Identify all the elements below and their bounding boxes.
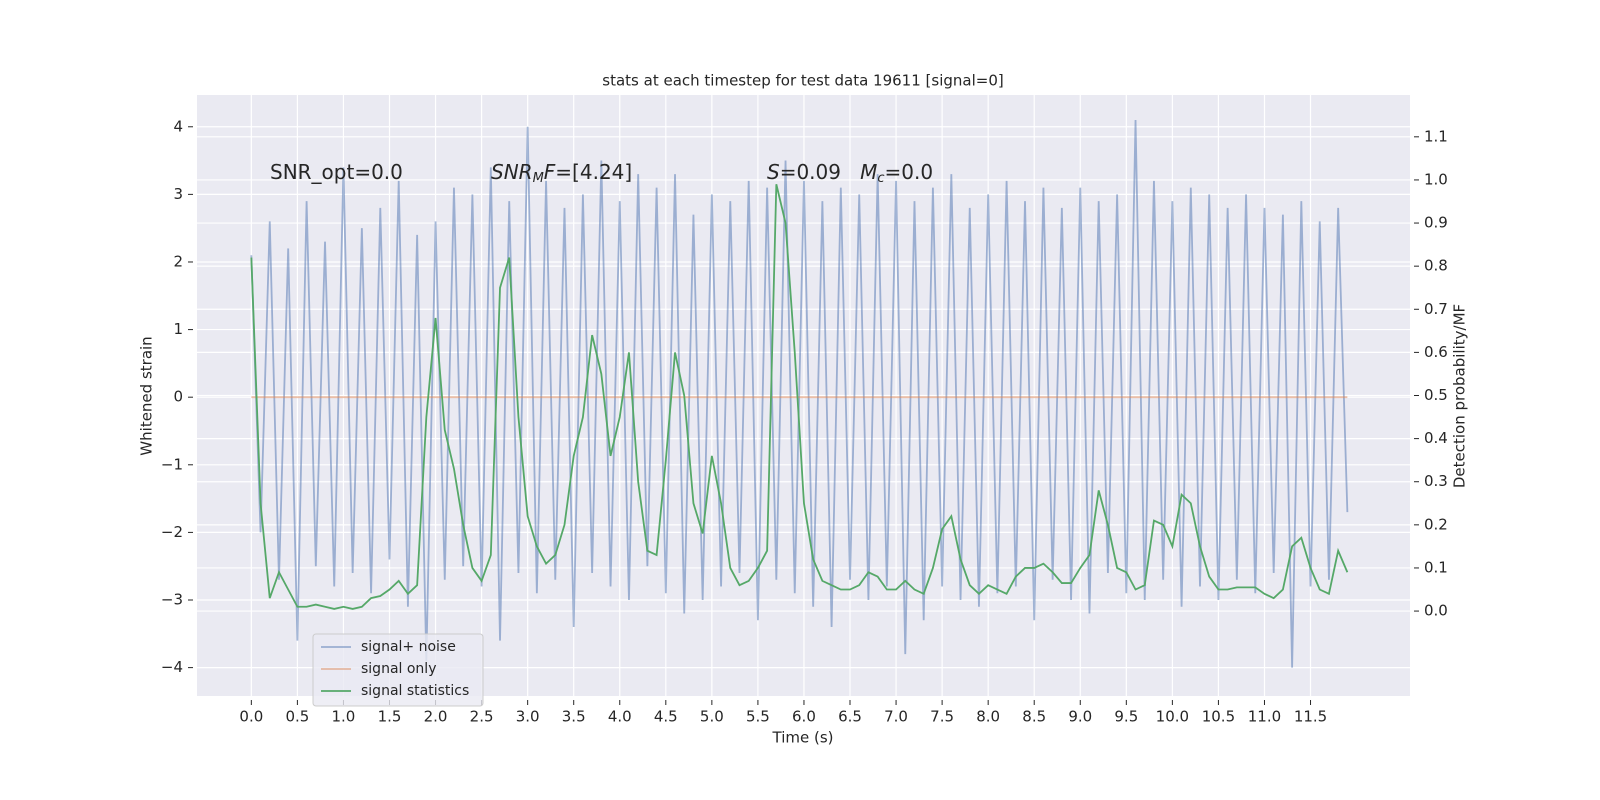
y-tick-label: −2 — [161, 523, 183, 541]
y2-tick-label: 0.1 — [1424, 558, 1448, 576]
annotation: SNR_opt=0.0 — [270, 160, 403, 184]
x-tick-label: 8.0 — [976, 708, 1000, 726]
x-tick-label: 6.0 — [792, 708, 816, 726]
annotation: S=0.09 Mc=0.0 — [767, 160, 933, 186]
x-tick-label: 11.5 — [1294, 708, 1327, 726]
chart-title: stats at each timestep for test data 196… — [602, 72, 1003, 90]
legend-box — [312, 633, 484, 707]
y-tick-label: 0 — [173, 388, 183, 406]
y2-tick-label: 1.1 — [1424, 127, 1448, 145]
x-tick-label: 11.0 — [1248, 708, 1281, 726]
legend-label: signal statistics — [361, 683, 469, 699]
legend-label: signal+ noise — [361, 639, 456, 655]
legend-label: signal only — [361, 661, 436, 677]
y2-tick-label: 0.4 — [1424, 429, 1448, 447]
x-tick-label: 3.5 — [562, 708, 586, 726]
x-tick-label: 1.0 — [332, 708, 356, 726]
y2-tick-label: 0.0 — [1424, 602, 1448, 620]
x-tick-label: 3.0 — [516, 708, 540, 726]
x-tick-label: 9.5 — [1114, 708, 1138, 726]
y2-tick-label: 0.2 — [1424, 515, 1448, 533]
y2-tick-label: 0.7 — [1424, 300, 1448, 318]
x-tick-label: 5.5 — [746, 708, 770, 726]
y-tick-label: −3 — [161, 591, 183, 609]
annotation-part: =0.0 — [885, 160, 934, 184]
x-tick-label: 0.0 — [239, 708, 263, 726]
x-tick-label: 7.0 — [884, 708, 908, 726]
y2-tick-label: 0.6 — [1424, 343, 1448, 361]
x-tick-label: 4.5 — [654, 708, 678, 726]
series-line — [250, 119, 1349, 668]
y-tick-label: −1 — [161, 455, 183, 473]
y-axis-label: Whitened strain — [138, 336, 156, 455]
annotation-part: S — [767, 160, 780, 184]
x-axis-label: Time (s) — [772, 729, 834, 747]
x-tick-label: 10.0 — [1156, 708, 1189, 726]
x-tick-label: 2.0 — [424, 708, 448, 726]
y-tick-label: 2 — [173, 252, 183, 270]
y2-tick-label: 0.8 — [1424, 257, 1448, 275]
x-tick-label: 10.5 — [1202, 708, 1235, 726]
y2-tick-label: 1.0 — [1424, 170, 1448, 188]
x-tick-label: 8.5 — [1022, 708, 1046, 726]
legend: signal+ noise signal only signal statistic… — [312, 633, 484, 707]
x-tick-label: 2.5 — [470, 708, 494, 726]
annotation-part: M — [860, 160, 877, 184]
y2-tick-label: 0.3 — [1424, 472, 1448, 490]
x-tick-label: 5.0 — [700, 708, 724, 726]
annotation-part: SNR — [491, 160, 533, 184]
x-tick-label: 6.5 — [838, 708, 862, 726]
annotation-part: =0.09 — [780, 160, 860, 184]
x-tick-label: 7.5 — [930, 708, 954, 726]
series-line — [250, 184, 1349, 610]
y2-tick-label: 0.9 — [1424, 214, 1448, 232]
x-tick-label: 4.0 — [608, 708, 632, 726]
y-tick-label: −4 — [161, 658, 183, 676]
annotation-part: SNR_opt=0.0 — [270, 160, 403, 184]
x-tick-label: 0.5 — [285, 708, 309, 726]
annotation-part: c — [877, 171, 884, 186]
annotation-part: =[4.24] — [555, 160, 632, 184]
x-tick-label: 1.5 — [378, 708, 402, 726]
y-tick-label: 3 — [173, 185, 183, 203]
x-tick-label: 9.0 — [1068, 708, 1092, 726]
y2-tick-label: 0.5 — [1424, 386, 1448, 404]
annotation-part: F — [544, 160, 556, 184]
y-tick-label: 1 — [173, 320, 183, 338]
y-tick-label: 4 — [173, 117, 183, 135]
y2-axis-label: Detection probability/MF — [1451, 304, 1469, 488]
annotation: SNRMF=[4.24] — [491, 160, 632, 186]
data-layer — [250, 119, 1349, 668]
annotation-part: M — [533, 171, 544, 186]
